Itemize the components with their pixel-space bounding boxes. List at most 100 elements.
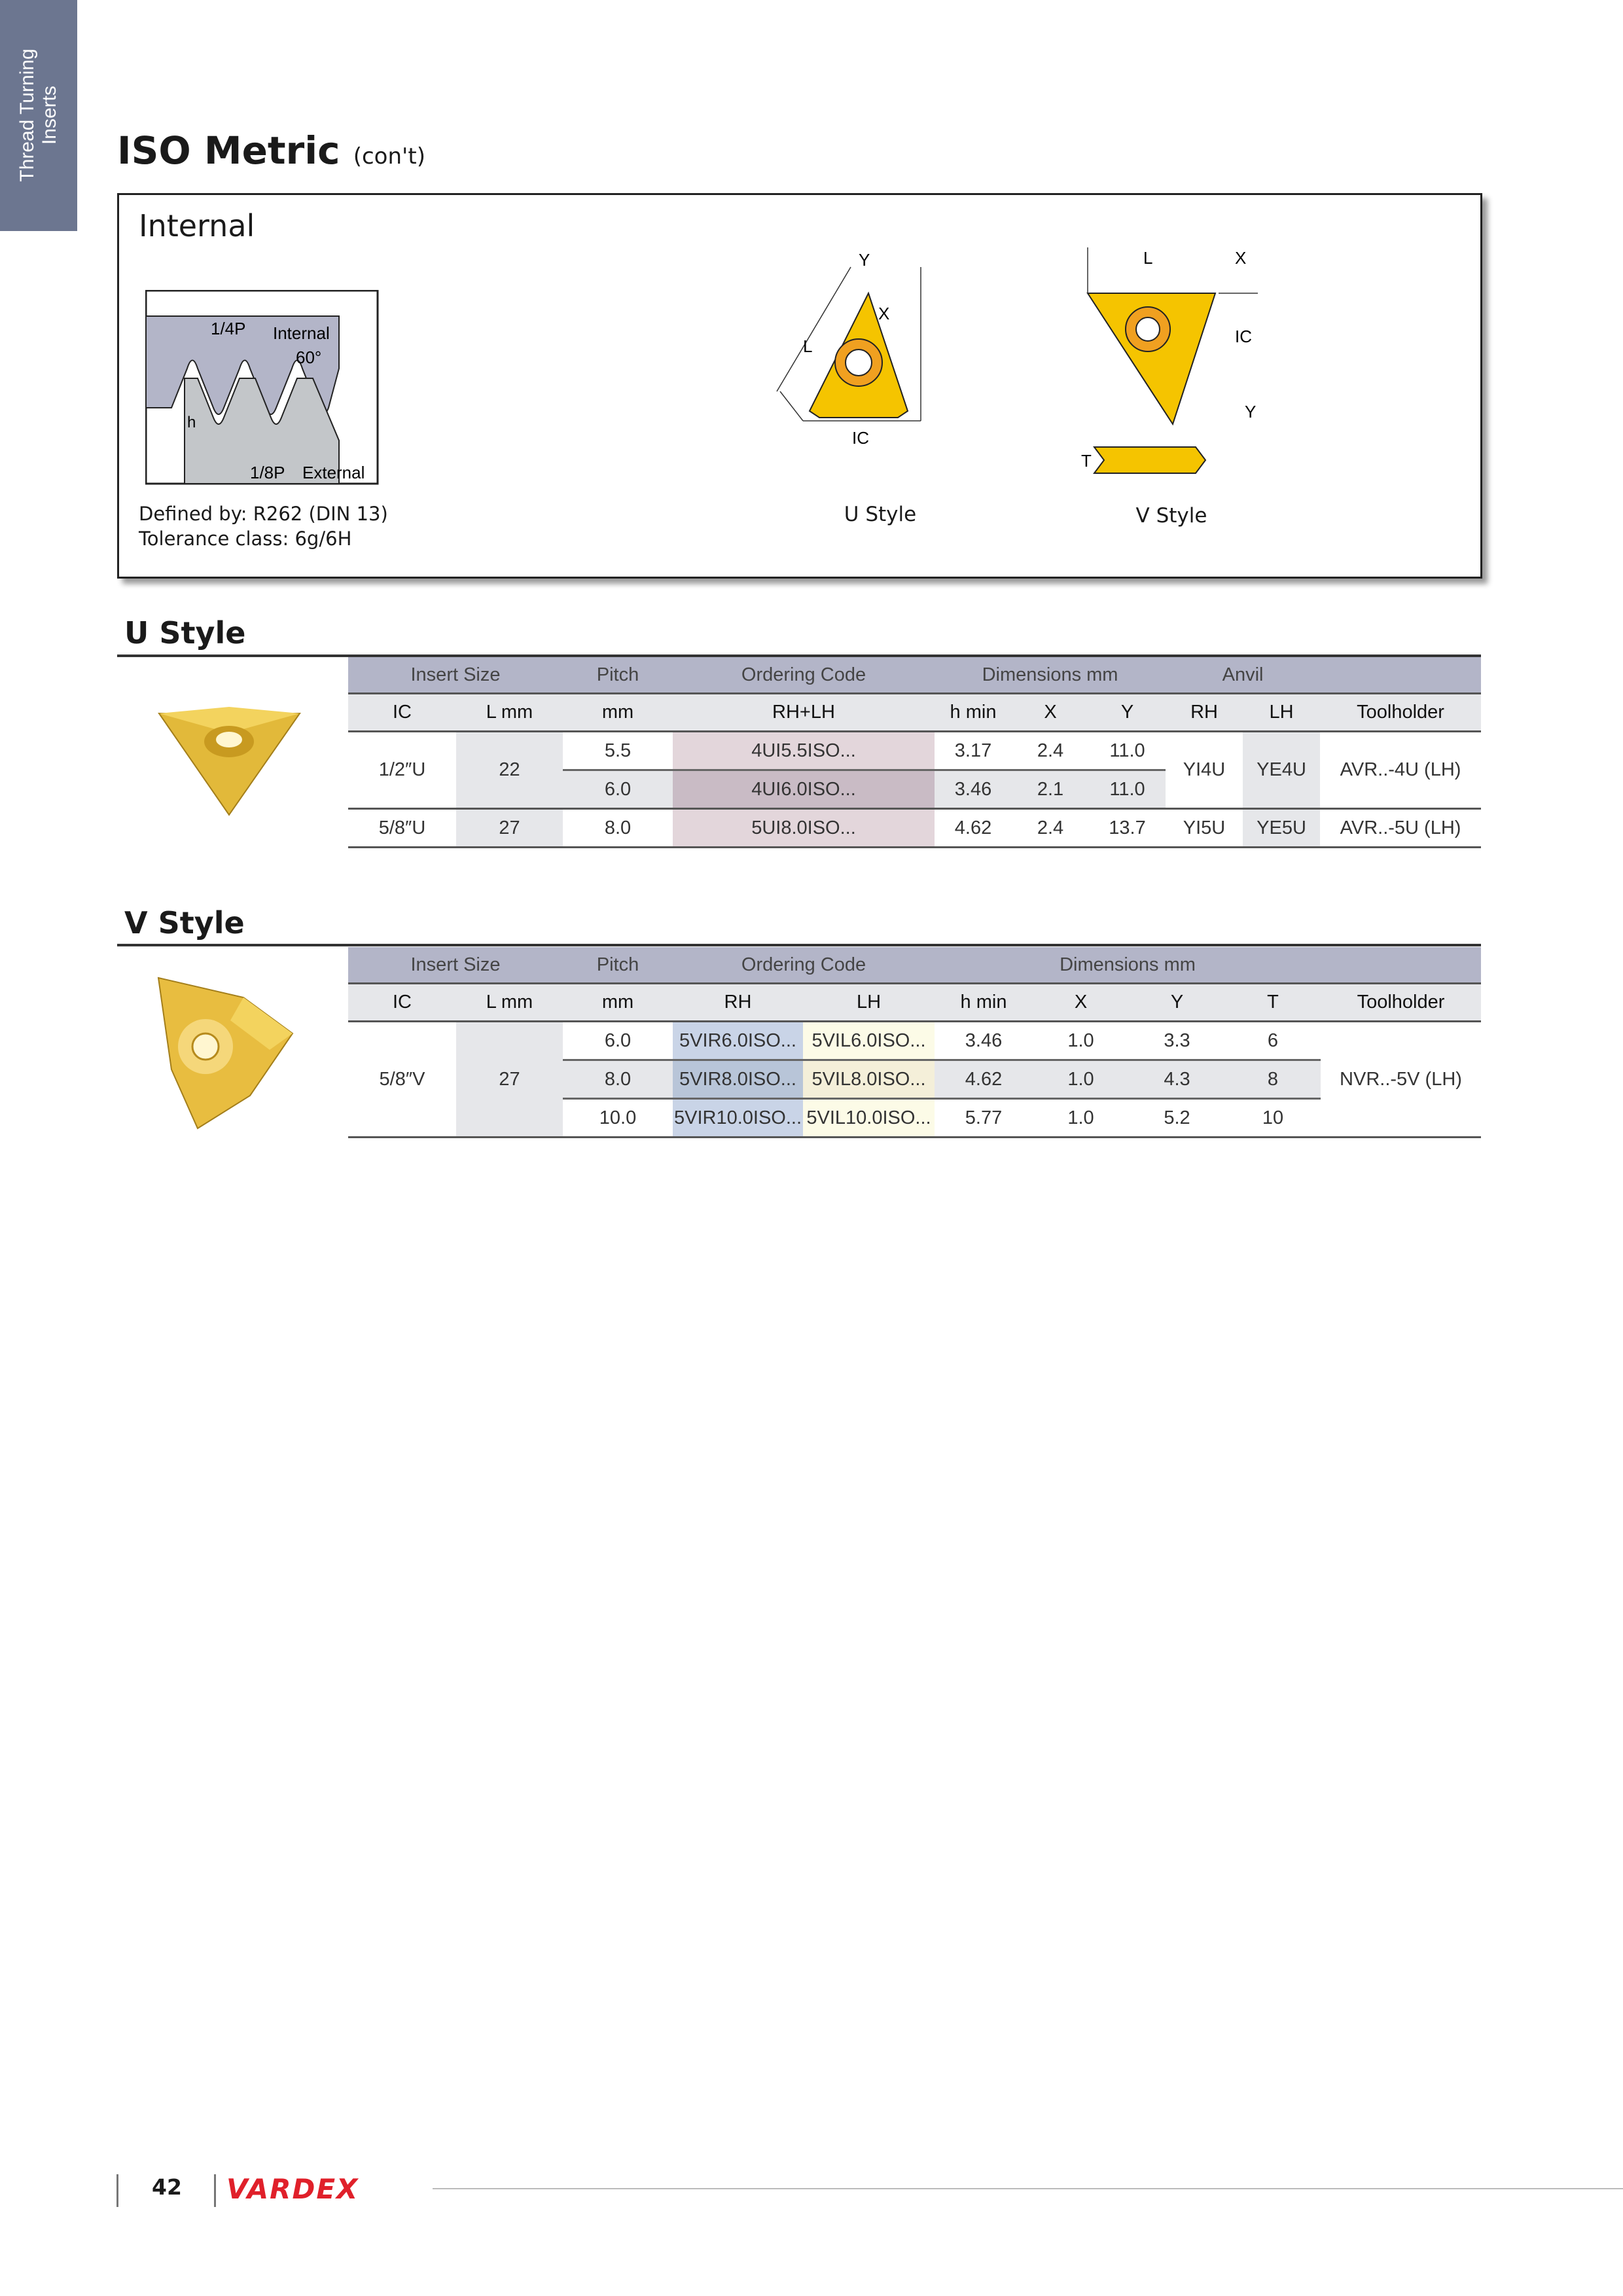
cell-pitch: 6.0	[604, 1030, 632, 1051]
internal-diagram-box: Internal 1/4P Internal 60° h 1/8P Extern…	[117, 193, 1482, 579]
cell-t: 8	[1225, 1059, 1321, 1099]
group-header-row: Insert Size Pitch Ordering Code Dimensio…	[348, 657, 1482, 694]
v-style-caption: V Style	[1135, 504, 1207, 528]
cell-hmin: 5.77	[935, 1098, 1033, 1138]
col-pitch: mm	[563, 692, 673, 732]
cell-hmin: 3.46	[965, 1030, 1003, 1051]
table-row: 10.0 5VIR10.0ISO... 5VIL10.0ISO... 5.77 …	[348, 1098, 1481, 1138]
v-dim-l: L	[1143, 248, 1152, 268]
u-style-rule	[117, 655, 1481, 657]
group-insert-size: Insert Size	[348, 947, 563, 984]
cell-pitch: 10.0	[563, 1098, 673, 1138]
group-dimensions: Dimensions mm	[935, 947, 1321, 984]
label-quarter-p: 1/4P	[211, 319, 246, 338]
cell-code: 4UI5.5ISO...	[673, 731, 935, 770]
cell-y: 11.0	[1089, 769, 1166, 810]
cell-l: 27	[456, 808, 563, 848]
cell-ic: 5/8″V	[348, 1021, 456, 1138]
box-title: Internal	[139, 208, 255, 243]
cell-lh: 5VIL10.0ISO...	[803, 1098, 935, 1138]
cell-x: 1.0	[1033, 1098, 1129, 1138]
footer-divider	[116, 2174, 118, 2207]
title-suffix: (con't)	[353, 143, 425, 170]
label-angle: 60°	[296, 348, 321, 367]
cell-hmin: 3.17	[954, 740, 992, 761]
cell-x: 2.4	[1037, 740, 1064, 761]
group-dimensions: Dimensions mm	[935, 657, 1166, 694]
u-dim-ic: IC	[852, 428, 869, 448]
v-style-table: Insert Size Pitch Ordering Code Dimensio…	[348, 947, 1481, 1138]
col-lh: LH	[803, 982, 935, 1022]
group-anvil: Anvil	[1166, 657, 1321, 694]
cell-y: 5.2	[1129, 1098, 1225, 1138]
cell-ic: 1/2″U	[348, 731, 456, 810]
footer-divider	[214, 2174, 216, 2207]
col-x: X	[1012, 692, 1089, 732]
group-header-row: Insert Size Pitch Ordering Code Dimensio…	[348, 947, 1481, 984]
cell-anvil-lh: YE5U	[1243, 808, 1321, 848]
svg-text:VARDEX: VARDEX	[226, 2176, 359, 2202]
column-header-row: IC L mm mm RH+LH h min X Y RH LH Toolhol…	[348, 692, 1482, 732]
label-h: h	[187, 414, 196, 431]
cell-hmin: 3.46	[935, 769, 1012, 810]
group-insert-size: Insert Size	[348, 657, 563, 694]
cell-code: 4UI6.0ISO...	[673, 769, 935, 810]
col-t: T	[1225, 982, 1321, 1022]
cell-t: 10	[1225, 1098, 1321, 1138]
section-side-tab: Thread Turning Inserts	[0, 0, 77, 231]
footer-line	[433, 2188, 1623, 2189]
label-internal: Internal	[273, 323, 330, 343]
cell-anvil-rh: YI4U	[1166, 731, 1243, 810]
cell-toolholder: AVR..-4U (LH)	[1320, 731, 1482, 810]
table-row: 5/8″V 27 6.0 5VIR6.0ISO... 5VIL6.0ISO...…	[348, 1021, 1481, 1138]
col-pitch: mm	[563, 982, 673, 1022]
col-toolholder: Toolholder	[1320, 692, 1482, 732]
col-toolholder: Toolholder	[1321, 982, 1481, 1022]
v-style-rule	[117, 944, 1481, 946]
cell-y: 3.3	[1164, 1030, 1190, 1051]
page-title: ISO Metric (con't)	[117, 128, 425, 173]
group-pitch: Pitch	[563, 657, 673, 694]
cell-y: 11.0	[1109, 740, 1145, 761]
cell-pitch: 8.0	[563, 1059, 673, 1099]
group-empty	[1321, 947, 1481, 984]
side-tab-line2: Inserts	[39, 85, 60, 145]
label-eighth-p: 1/8P	[250, 463, 285, 482]
cell-rh: 5VIR6.0ISO...	[673, 1021, 803, 1060]
defined-by-note: Defined by: R262 (DIN 13)	[139, 503, 388, 525]
cell-pitch: 8.0	[563, 808, 673, 848]
col-code: RH+LH	[673, 692, 935, 732]
vardex-logo: VARDEX	[226, 2176, 359, 2202]
col-anvil-rh: RH	[1166, 692, 1243, 732]
group-ordering-code: Ordering Code	[673, 947, 935, 984]
v-style-insert-image	[157, 977, 294, 1130]
cell-pitch: 5.5	[604, 740, 632, 761]
v-dim-x: X	[1235, 248, 1246, 268]
col-hmin: h min	[935, 982, 1033, 1022]
table-row: 1/2″U 22 5.5 4UI5.5ISO... 3.17 2.4 11.0 …	[348, 731, 1482, 810]
side-tab-line1: Thread Turning	[16, 48, 38, 182]
u-style-insert-image	[158, 707, 301, 816]
u-dim-x: X	[878, 304, 889, 323]
v-dim-y: Y	[1245, 402, 1256, 422]
thread-profile-diagram: 1/4P Internal 60° h 1/8P External	[145, 290, 379, 485]
cell-ic: 5/8″U	[348, 808, 456, 848]
cell-anvil-lh: YE4U	[1243, 731, 1321, 810]
u-style-heading: U Style	[124, 615, 246, 651]
cell-lh: 5VIL8.0ISO...	[803, 1059, 935, 1099]
cell-hmin: 4.62	[935, 808, 1012, 848]
col-y: Y	[1129, 982, 1225, 1022]
title-main: ISO Metric	[117, 128, 340, 173]
cell-rh: 5VIR8.0ISO...	[673, 1059, 803, 1099]
cell-pitch: 6.0	[563, 769, 673, 810]
cell-l: 27	[456, 1021, 563, 1138]
cell-y: 13.7	[1089, 808, 1166, 848]
u-dim-l: L	[803, 336, 812, 356]
v-style-insert-drawing: L X IC Y T	[1081, 247, 1258, 474]
column-header-row: IC L mm mm RH LH h min X Y T Toolholder	[348, 982, 1481, 1022]
tolerance-note: Tolerance class: 6g/6H	[139, 528, 352, 550]
col-rh: RH	[673, 982, 803, 1022]
cell-lh: 5VIL6.0ISO...	[803, 1021, 935, 1060]
v-style-heading: V Style	[124, 905, 245, 941]
cell-rh: 5VIR10.0ISO...	[673, 1098, 803, 1138]
